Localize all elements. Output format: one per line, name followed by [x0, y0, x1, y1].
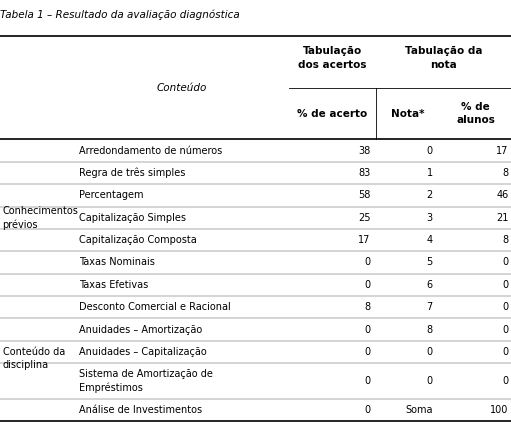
- Text: Arredondamento de números: Arredondamento de números: [79, 145, 222, 156]
- Text: 8: 8: [502, 168, 508, 178]
- Text: 0: 0: [427, 376, 433, 386]
- Text: Conhecimentos
prévios: Conhecimentos prévios: [3, 206, 78, 230]
- Text: Tabela 1 – Resultado da avaliação diagnóstica: Tabela 1 – Resultado da avaliação diagnó…: [0, 9, 240, 20]
- Text: Tabulação da
nota: Tabulação da nota: [405, 46, 482, 69]
- Text: Conteúdo: Conteúdo: [156, 83, 206, 93]
- Text: 0: 0: [502, 325, 508, 335]
- Text: Soma: Soma: [405, 405, 433, 415]
- Text: Anuidades – Amortização: Anuidades – Amortização: [79, 325, 202, 335]
- Text: Capitalização Simples: Capitalização Simples: [79, 213, 186, 223]
- Text: 46: 46: [496, 190, 508, 200]
- Text: 0: 0: [364, 280, 370, 290]
- Text: 3: 3: [427, 213, 433, 223]
- Text: 0: 0: [364, 325, 370, 335]
- Text: 38: 38: [358, 145, 370, 156]
- Text: 2: 2: [427, 190, 433, 200]
- Text: % de acerto: % de acerto: [297, 109, 367, 119]
- Text: 5: 5: [427, 257, 433, 267]
- Text: 0: 0: [502, 280, 508, 290]
- Text: 0: 0: [502, 302, 508, 312]
- Text: 25: 25: [358, 213, 370, 223]
- Text: 8: 8: [364, 302, 370, 312]
- Text: Anuidades – Capitalização: Anuidades – Capitalização: [79, 347, 207, 357]
- Text: Tabulação
dos acertos: Tabulação dos acertos: [298, 46, 366, 69]
- Text: 0: 0: [502, 376, 508, 386]
- Text: Regra de três simples: Regra de três simples: [79, 168, 185, 178]
- Text: 17: 17: [358, 235, 370, 245]
- Text: Taxas Nominais: Taxas Nominais: [79, 257, 155, 267]
- Text: 6: 6: [427, 280, 433, 290]
- Text: Análise de Investimentos: Análise de Investimentos: [79, 405, 202, 415]
- Text: 4: 4: [427, 235, 433, 245]
- Text: Capitalização Composta: Capitalização Composta: [79, 235, 197, 245]
- Text: 0: 0: [502, 347, 508, 357]
- Text: 8: 8: [502, 235, 508, 245]
- Text: % de
alunos: % de alunos: [456, 103, 495, 125]
- Text: Percentagem: Percentagem: [79, 190, 144, 200]
- Text: 0: 0: [364, 257, 370, 267]
- Text: 7: 7: [427, 302, 433, 312]
- Text: Sistema de Amortização de
Empréstimos: Sistema de Amortização de Empréstimos: [79, 369, 213, 393]
- Text: 8: 8: [427, 325, 433, 335]
- Text: 100: 100: [490, 405, 508, 415]
- Text: 83: 83: [358, 168, 370, 178]
- Text: Nota*: Nota*: [391, 109, 425, 119]
- Text: 0: 0: [364, 405, 370, 415]
- Text: 0: 0: [364, 376, 370, 386]
- Text: 58: 58: [358, 190, 370, 200]
- Text: 17: 17: [496, 145, 508, 156]
- Text: 21: 21: [496, 213, 508, 223]
- Text: 0: 0: [502, 257, 508, 267]
- Text: 0: 0: [427, 145, 433, 156]
- Text: 1: 1: [427, 168, 433, 178]
- Text: Taxas Efetivas: Taxas Efetivas: [79, 280, 149, 290]
- Text: Conteúdo da
disciplina: Conteúdo da disciplina: [3, 347, 65, 370]
- Text: Desconto Comercial e Racional: Desconto Comercial e Racional: [79, 302, 231, 312]
- Text: 0: 0: [364, 347, 370, 357]
- Text: 0: 0: [427, 347, 433, 357]
